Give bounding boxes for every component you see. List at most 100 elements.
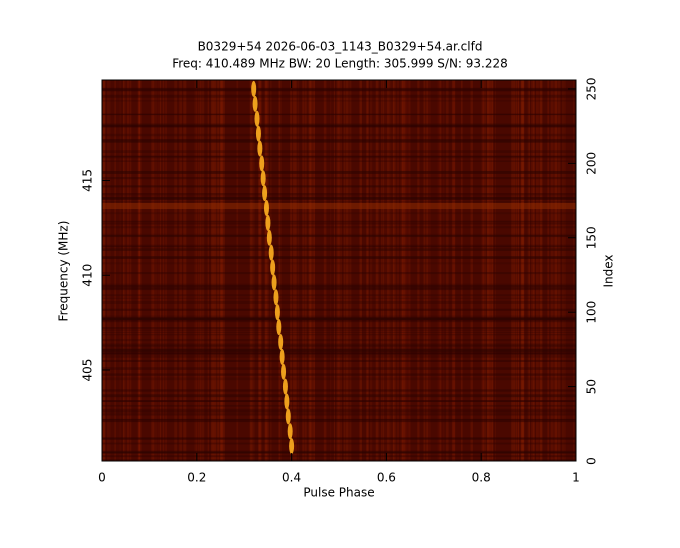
noise-streak <box>551 80 554 461</box>
noise-streak <box>217 80 220 461</box>
noise-row <box>102 437 576 440</box>
noise-streak <box>554 80 557 461</box>
noise-streak <box>437 80 440 461</box>
noise-row <box>102 404 576 407</box>
noise-streak <box>151 80 155 461</box>
noise-row <box>102 133 576 137</box>
x-tick-label: 0.2 <box>187 471 206 485</box>
noise-streak <box>538 80 540 461</box>
noise-row <box>102 413 576 416</box>
noise-streak <box>157 80 160 461</box>
noise-streak <box>481 80 484 461</box>
noise-streak <box>251 80 253 461</box>
noise-row <box>102 359 576 362</box>
noise-streak <box>307 80 310 461</box>
noise-streak <box>313 80 316 461</box>
noise-streak <box>486 80 490 461</box>
pulse-point <box>281 363 287 380</box>
chart-title: B0329+54 2026-06-03_1143_B0329+54.ar.clf… <box>198 40 483 54</box>
noise-streak <box>264 80 268 461</box>
noise-streak <box>528 80 531 461</box>
noise-row <box>102 286 576 290</box>
y-tick-label: 405 <box>81 359 95 382</box>
rfi-band <box>102 203 576 209</box>
noise-streak <box>309 80 312 461</box>
noise-streak <box>488 80 491 461</box>
noise-streak <box>102 80 105 461</box>
noise-streak <box>400 80 404 461</box>
pulse-point <box>259 155 265 172</box>
pulse-point <box>254 110 260 127</box>
noise-streak <box>445 80 448 461</box>
noise-streak <box>561 80 565 461</box>
noise-streak <box>107 80 111 461</box>
x-tick-label: 0.4 <box>282 471 301 485</box>
noise-streak <box>423 80 426 461</box>
noise-streak <box>195 80 198 461</box>
noise-streak <box>532 80 535 461</box>
noise-streak <box>346 80 349 461</box>
noise-streak <box>408 80 411 461</box>
noise-row <box>102 212 576 215</box>
noise-streak <box>278 80 281 461</box>
noise-row <box>102 459 576 461</box>
noise-streak <box>564 80 566 461</box>
noise-row <box>102 409 576 413</box>
noise-streak <box>516 80 518 461</box>
noise-streak <box>222 80 225 461</box>
noise-streak <box>220 80 223 461</box>
noise-streak <box>554 80 557 461</box>
noise-row <box>102 113 576 116</box>
noise-row <box>102 349 576 353</box>
noise-streak <box>386 80 390 461</box>
y2-tick-label: 100 <box>585 301 599 324</box>
noise-streak <box>162 80 165 461</box>
pulse-point <box>279 348 285 365</box>
noise-row <box>102 234 576 238</box>
noise-streak <box>207 80 210 461</box>
noise-row <box>102 420 576 423</box>
noise-row <box>102 377 576 381</box>
noise-row <box>102 226 576 229</box>
noise-streak <box>252 80 255 461</box>
noise-streak <box>159 80 161 461</box>
noise-streak <box>196 80 199 461</box>
noise-row <box>102 138 576 141</box>
noise-row <box>102 176 576 180</box>
noise-streak <box>138 80 140 461</box>
noise-row <box>102 262 576 265</box>
noise-row <box>102 300 576 304</box>
noise-streak <box>123 80 125 461</box>
noise-row <box>102 156 576 159</box>
pulse-point <box>284 393 290 410</box>
noise-row <box>102 223 576 225</box>
noise-row <box>102 455 576 458</box>
noise-streak <box>265 80 268 461</box>
noise-streak <box>153 80 155 461</box>
noise-row <box>102 197 576 200</box>
noise-streak <box>557 80 561 461</box>
noise-streak <box>532 80 534 461</box>
noise-streak <box>367 80 369 461</box>
noise-row <box>102 315 576 319</box>
pulse-point <box>276 319 282 336</box>
noise-row <box>102 283 576 287</box>
noise-streak <box>302 80 305 461</box>
y2-axis-label: Index <box>602 254 616 287</box>
noise-row <box>102 285 576 288</box>
x-tick-label: 0 <box>98 471 106 485</box>
noise-streak <box>556 80 558 461</box>
noise-streak <box>401 80 404 461</box>
y2-tick-label: 50 <box>585 379 599 394</box>
noise-streak <box>517 80 520 461</box>
noise-row <box>102 125 576 127</box>
noise-row <box>102 185 576 188</box>
noise-row <box>102 308 576 311</box>
noise-streak <box>201 80 205 461</box>
noise-streak <box>550 80 553 461</box>
noise-row <box>102 329 576 331</box>
noise-streak <box>344 80 347 461</box>
pulse-point <box>265 214 271 231</box>
noise-streak <box>182 80 184 461</box>
